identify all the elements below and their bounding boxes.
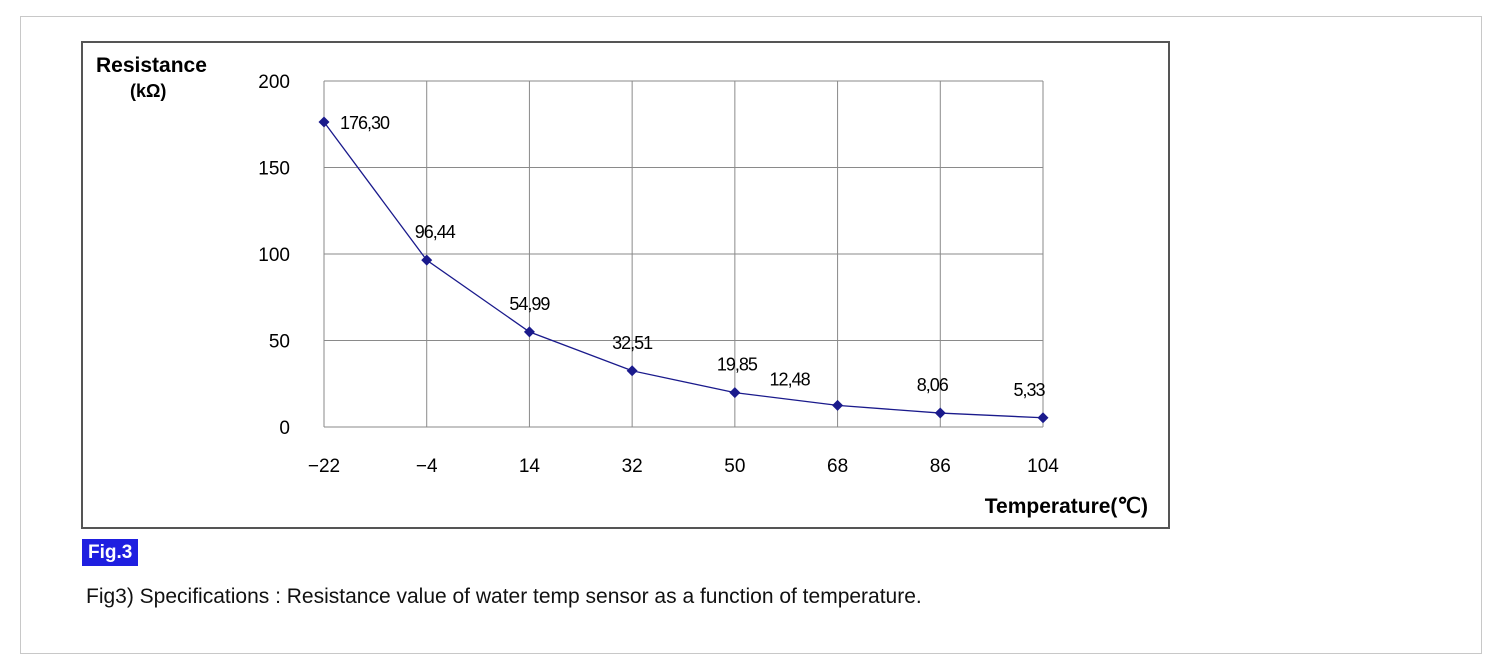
data-point-marker (832, 399, 844, 411)
figure-tag: Fig.3 (82, 539, 139, 566)
data-label: 5,33 (1013, 380, 1045, 400)
series-line-path (323, 121, 1044, 419)
x-tick-label: 86 (930, 456, 951, 477)
y-tick-labels: 0 50 100 150 200 (258, 72, 290, 439)
data-point-marker (318, 116, 330, 128)
data-label: 96,44 (415, 222, 456, 242)
chart-frame (81, 41, 1170, 529)
data-point-marker (523, 326, 535, 338)
x-tick-label: 32 (622, 456, 643, 477)
data-label: 54,99 (509, 294, 550, 314)
data-label: 32,51 (612, 333, 653, 353)
data-labels: 176,30 96,44 54,99 32,51 19,85 12,48 8,06 5,33 (340, 113, 1046, 400)
x-tick-label: 104 (1027, 456, 1059, 477)
y-tick-label: 200 (258, 72, 290, 93)
data-point-marker (626, 365, 638, 377)
data-label: 8,06 (917, 375, 949, 395)
series-line (318, 116, 1049, 424)
x-tick-label: −4 (416, 456, 438, 477)
y-tick-label: 50 (269, 332, 290, 353)
x-axis-title: Temperature(℃) (985, 495, 1148, 518)
data-label: 176,30 (340, 113, 390, 133)
data-point-marker (1037, 412, 1049, 424)
x-tick-labels: −22 −4 14 32 50 68 86 104 (308, 456, 1059, 477)
x-tick-label: 68 (827, 456, 848, 477)
data-label: 19,85 (717, 355, 758, 375)
x-tick-label: 14 (519, 456, 541, 477)
y-tick-label: 0 (279, 418, 290, 439)
y-tick-label: 150 (258, 159, 290, 180)
y-tick-label: 100 (258, 245, 290, 266)
data-point-marker (934, 407, 946, 419)
data-point-marker (729, 387, 741, 399)
y-axis-unit: (kΩ) (130, 81, 166, 101)
x-tick-label: −22 (308, 456, 340, 477)
data-label: 12,48 (770, 369, 811, 389)
figure-caption: Fig3) Specifications : Resistance value … (86, 585, 922, 608)
y-axis-title: Resistance (96, 54, 207, 77)
x-tick-label: 50 (724, 456, 745, 477)
data-point-marker (421, 254, 433, 266)
